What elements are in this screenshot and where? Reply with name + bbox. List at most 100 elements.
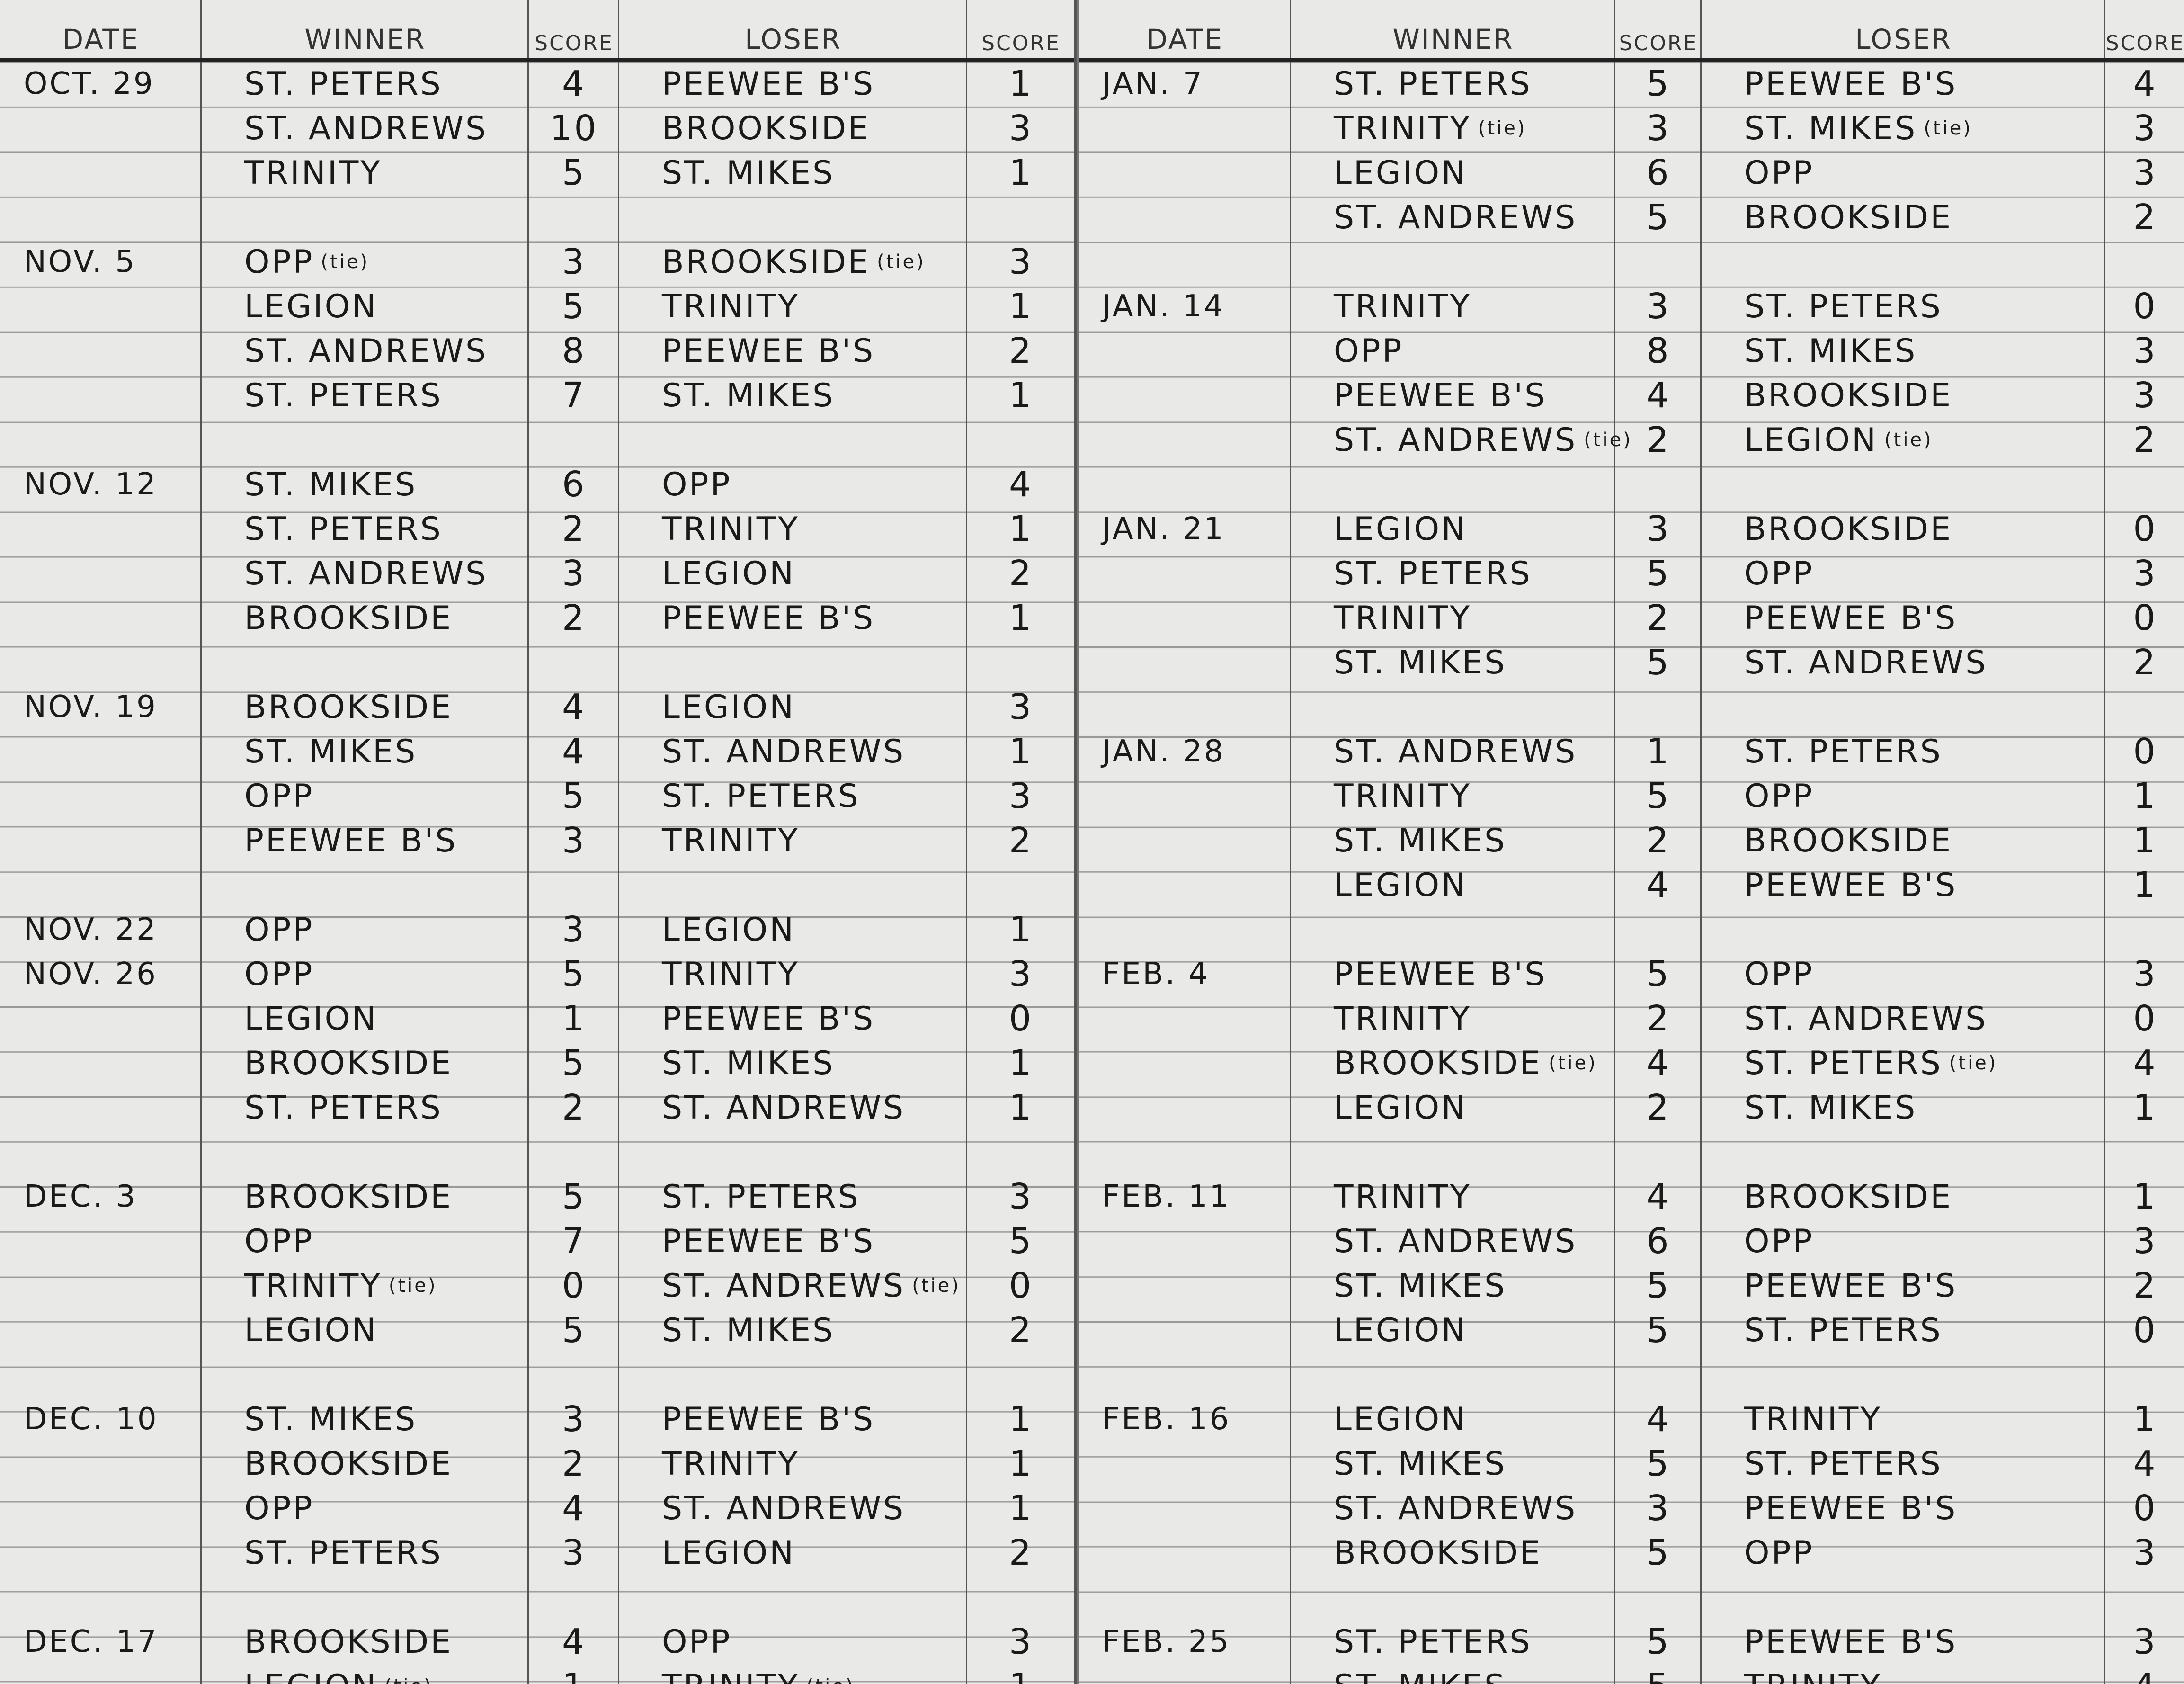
loser-name: LEGION — [1744, 421, 1878, 459]
loser-team: ST. ANDREWS — [1702, 996, 2105, 1041]
loser-team: BROOKSIDE — [1702, 373, 2105, 418]
loser-name: ST. MIKES — [662, 1044, 835, 1082]
winner-team: LEGION — [1291, 507, 1615, 551]
winner-score: 5 — [1646, 1621, 1671, 1662]
tie-note: (tie) — [388, 1275, 437, 1297]
winner-name: BROOKSIDE — [244, 1623, 453, 1661]
winner-name: ST. PETERS — [244, 510, 443, 548]
loser-team: OPP — [1702, 1531, 2105, 1575]
winner-team: ST. PETERS — [202, 1531, 529, 1575]
blank-cell — [1615, 1575, 1702, 1620]
results-table: DATE WINNER SCORE LOSER SCORE OCT. 29 ST. PETE… — [0, 0, 1074, 1684]
loser-name: BROOKSIDE — [662, 243, 871, 281]
blank-cell — [1079, 1575, 1291, 1620]
loser-team: ST. ANDREWS — [1702, 640, 2105, 685]
loser-score: 3 — [2133, 1621, 2157, 1662]
loser-score: 1 — [2133, 1087, 2157, 1128]
winner-score: 5 — [1646, 63, 1671, 104]
loser-name: TRINITY — [662, 955, 800, 993]
loser-name: BROOKSIDE — [1744, 1178, 1953, 1216]
winner-name: TRINITY — [244, 1267, 382, 1305]
winner-name: ST. MIKES — [1334, 1668, 1507, 1684]
winner-name: ST. ANDREWS — [244, 555, 488, 592]
game-date — [1079, 1664, 1291, 1684]
winner-score: 5 — [1646, 1265, 1671, 1306]
loser-team: PEEWEE B'S — [1702, 62, 2105, 106]
loser-name: PEEWEE B'S — [1744, 599, 1958, 637]
winner-name: LEGION — [244, 287, 378, 325]
loser-name: ST. ANDREWS — [1744, 644, 1988, 681]
blank-cell — [1702, 685, 2105, 729]
loser-team: ST. MIKES — [619, 1041, 967, 1085]
loser-team: LEGION — [619, 551, 967, 596]
loser-team: ST. PETERS — [1702, 729, 2105, 774]
game-date — [1079, 596, 1291, 640]
winner-team: OPP — [202, 907, 529, 952]
game-date — [1079, 818, 1291, 863]
loser-team: BROOKSIDE — [1702, 1174, 2105, 1219]
winner-score: 5 — [562, 954, 587, 994]
winner-team: OPP — [202, 1486, 529, 1531]
winner-name: ST. PETERS — [1334, 1623, 1532, 1661]
loser-name: OPP — [662, 466, 732, 503]
loser-score: 4 — [2105, 1664, 2184, 1684]
loser-score: 3 — [2133, 331, 2157, 371]
winner-score: 2 — [1646, 998, 1671, 1039]
loser-name: BROOKSIDE — [1744, 376, 1953, 414]
loser-score: 1 — [1008, 1443, 1034, 1484]
game-date — [1079, 1531, 1291, 1575]
loser-name: ST. MIKES — [1744, 1089, 1917, 1127]
loser-score: 3 — [1008, 1176, 1034, 1217]
winner-team: ST. MIKES — [1291, 1664, 1615, 1684]
loser-score: 2 — [2133, 642, 2157, 683]
winner-name: TRINITY — [1334, 777, 1471, 815]
winner-score: 5 — [1615, 1664, 1702, 1684]
loser-team: BROOKSIDE — [1702, 818, 2105, 863]
loser-score: 0 — [2133, 286, 2157, 327]
loser-team: PEEWEE B'S — [619, 596, 967, 640]
loser-team: ST. MIKES (tie) — [1702, 106, 2105, 151]
blank-cell — [619, 1353, 967, 1397]
loser-score: 2 — [1008, 553, 1034, 594]
blank-cell — [202, 640, 529, 685]
loser-score: 3 — [1008, 954, 1034, 994]
winner-score: 2 — [1646, 420, 1671, 460]
game-date — [0, 284, 202, 329]
loser-name: ST. MIKES — [1744, 332, 1917, 370]
game-date — [1079, 774, 1291, 818]
loser-name: PEEWEE B'S — [1744, 866, 1958, 904]
loser-name: PEEWEE B'S — [662, 1000, 875, 1038]
winner-name: LEGION — [1334, 1311, 1468, 1349]
winner-score: 2 — [1646, 598, 1671, 638]
winner-name: LEGION — [1334, 510, 1468, 548]
winner-score: 4 — [1646, 865, 1671, 905]
winner-team: OPP (tie) — [202, 240, 529, 284]
loser-team: OPP — [619, 1620, 967, 1664]
game-date — [1079, 373, 1291, 418]
blank-cell — [202, 1575, 529, 1620]
blank-cell — [967, 640, 1074, 685]
game-date — [0, 1308, 202, 1353]
loser-score: 1 — [1008, 375, 1034, 416]
game-date — [1079, 1041, 1291, 1085]
loser-name: TRINITY — [662, 822, 800, 860]
blank-cell — [1615, 685, 1702, 729]
game-date — [1079, 1442, 1291, 1486]
blank-cell — [2105, 462, 2184, 507]
loser-team: ST. PETERS — [619, 1174, 967, 1219]
game-date — [0, 373, 202, 418]
game-date — [0, 774, 202, 818]
winner-score: 6 — [1646, 152, 1671, 193]
loser-team: PEEWEE B'S — [1702, 1486, 2105, 1531]
blank-cell — [529, 1353, 619, 1397]
loser-score: 3 — [2133, 152, 2157, 193]
winner-team: OPP — [1291, 329, 1615, 373]
winner-team: ST. ANDREWS (tie) — [1291, 418, 1631, 462]
tie-note: (tie) — [1949, 1052, 1998, 1074]
loser-score: 0 — [2133, 1310, 2157, 1351]
blank-cell — [0, 1353, 202, 1397]
winner-score: 5 — [1646, 642, 1671, 683]
winner-name: BROOKSIDE — [244, 1044, 453, 1082]
right-page: DATE WINNER SCORE LOSER SCORE JAN. 7 ST. PETER… — [1077, 0, 2184, 1684]
